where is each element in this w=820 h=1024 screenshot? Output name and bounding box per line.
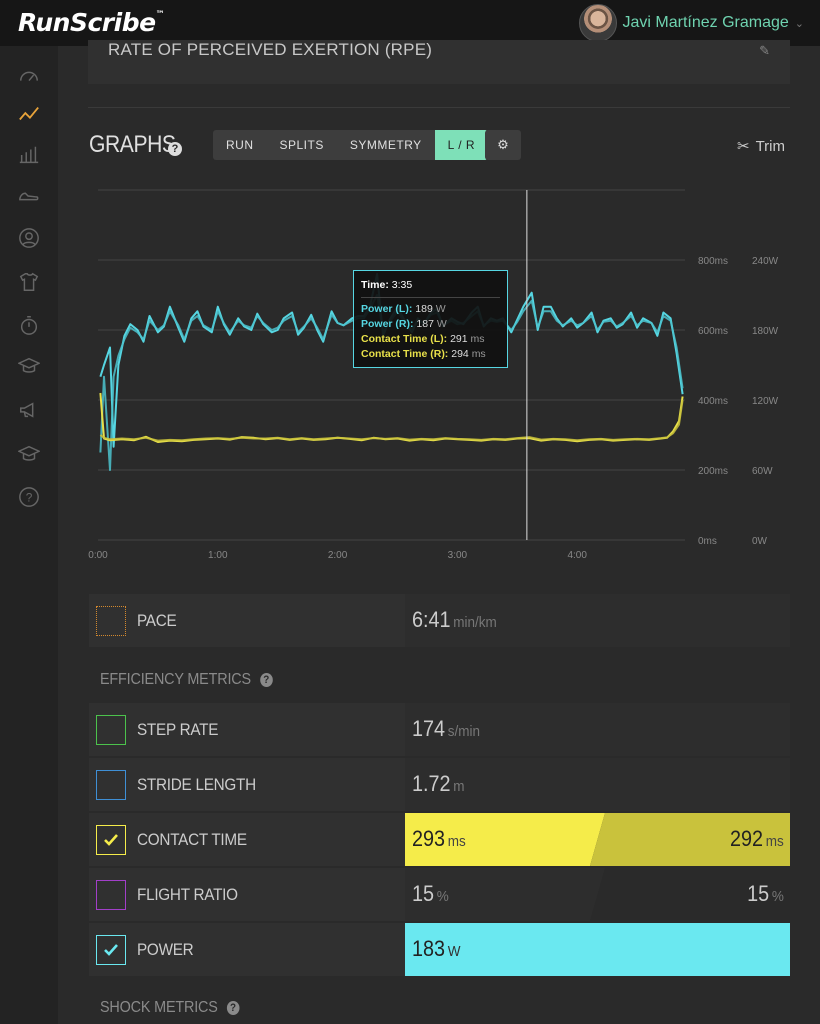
metric-row-flight-ratio[interactable]: FLIGHT RATIO 15% 15% <box>89 868 790 921</box>
x-tick-label: 0:00 <box>88 550 108 561</box>
power-checkbox[interactable] <box>96 935 126 965</box>
divider <box>88 107 790 108</box>
x-tick-label: 1:00 <box>208 550 228 561</box>
help-icon[interactable]: ? <box>226 1001 240 1015</box>
graph-tabs: RUN SPLITS SYMMETRY L / R <box>213 130 489 160</box>
contact-time-checkbox[interactable] <box>96 825 126 855</box>
rpe-label: RATE OF PERCEIVED EXERTION (RPE) <box>108 40 433 59</box>
metric-value-cell: 15% 15% <box>405 868 790 921</box>
graduation-cap-icon[interactable] <box>17 354 41 378</box>
y-right-tick-label: 120W <box>752 396 779 407</box>
metric-label: POWER <box>137 940 194 959</box>
metric-row-step-rate[interactable]: STEP RATE 174 s/min <box>89 703 790 756</box>
metric-label: PACE <box>137 611 177 630</box>
tooltip-row: Contact Time (L): 291 ms <box>361 333 485 345</box>
metric-row-pace[interactable]: PACE 6:41 min/km <box>89 594 790 647</box>
help-icon[interactable]: ? <box>259 673 273 687</box>
gear-icon: ⚙ <box>497 137 509 152</box>
lr-split-bar <box>590 868 790 921</box>
tab-left-right[interactable]: L / R <box>434 130 489 160</box>
metric-value-cell: 6:41 min/km <box>405 594 790 647</box>
metric-row-stride-length[interactable]: STRIDE LENGTH 1.72 m <box>89 758 790 811</box>
tooltip-row: Power (L): 189 W <box>361 303 446 315</box>
pencil-icon[interactable]: ✎ <box>759 43 770 58</box>
y-left-tick-label: 0ms <box>698 536 717 547</box>
metric-value-cell: 174 s/min <box>405 703 790 756</box>
y-left-tick-label: 200ms <box>698 466 728 477</box>
y-left-tick-label: 800ms <box>698 256 728 267</box>
tab-symmetry[interactable]: SYMMETRY <box>349 138 422 152</box>
metric-row-contact-time[interactable]: CONTACT TIME 293 ms 292 ms <box>89 813 790 866</box>
tooltip-time: Time: 3:35 <box>361 279 413 291</box>
rpe-row[interactable]: RATE OF PERCEIVED EXERTION (RPE) ✎ <box>88 40 790 84</box>
series-line-contact-time-r <box>99 399 684 442</box>
metric-value: 183 W <box>412 936 461 961</box>
svg-text:?: ? <box>26 491 33 505</box>
help-icon[interactable]: ? <box>168 142 182 156</box>
metric-value: 1.72 m <box>412 771 465 796</box>
check-icon <box>104 944 118 956</box>
y-left-tick-label: 400ms <box>698 396 728 407</box>
sidebar: ? <box>0 46 58 1024</box>
help-circle-icon[interactable]: ? <box>17 485 41 509</box>
avatar[interactable] <box>578 4 617 42</box>
activity-line-icon[interactable] <box>17 102 41 126</box>
check-icon <box>104 834 118 846</box>
stride-length-checkbox[interactable] <box>96 770 126 800</box>
metric-row-power[interactable]: POWER 183 W <box>89 923 790 976</box>
tooltip-row: Contact Time (R): 294 ms <box>361 348 486 360</box>
graduation-cap-icon-2[interactable] <box>17 442 41 466</box>
shock-section-title: SHOCK METRICS? <box>100 999 240 1017</box>
metric-value-cell: 1.72 m <box>405 758 790 811</box>
shirt-icon[interactable] <box>17 270 41 294</box>
graph-settings-button[interactable]: ⚙ <box>485 130 521 160</box>
tooltip-row: Power (R): 187 W <box>361 318 447 330</box>
megaphone-icon[interactable] <box>17 398 41 422</box>
trim-label: Trim <box>755 137 786 155</box>
y-left-tick-label: 600ms <box>698 326 728 337</box>
lr-split-bar <box>405 813 790 866</box>
profile-icon[interactable] <box>17 226 41 250</box>
lr-chart[interactable]: 0ms 200ms 400ms 600ms 800ms 0W 60W 120W 180W 240W… <box>0 170 820 570</box>
metric-label: FLIGHT RATIO <box>137 885 238 904</box>
metric-value-cell: 183 W <box>405 923 790 976</box>
app-logo[interactable]: RunScribe™ <box>18 8 165 37</box>
user-menu[interactable]: Javi Martínez Gramage ⌄ <box>578 4 804 42</box>
y-right-tick-label: 0W <box>752 536 768 547</box>
top-bar: RunScribe™ Javi Martínez Gramage ⌄ <box>0 0 820 46</box>
gauge-icon[interactable] <box>17 64 41 88</box>
metric-value-cell: 293 ms 292 ms <box>405 813 790 866</box>
stopwatch-icon[interactable] <box>17 313 41 337</box>
tab-run[interactable]: RUN <box>226 138 254 152</box>
scissors-icon: ✂ <box>737 138 750 155</box>
bar-chart-icon[interactable] <box>17 143 41 167</box>
x-tick-label: 2:00 <box>328 550 348 561</box>
chevron-down-icon[interactable]: ⌄ <box>794 17 804 30</box>
trim-button[interactable]: ✂ Trim <box>737 137 786 156</box>
x-tick-label: 4:00 <box>567 550 587 561</box>
metric-value: 6:41 min/km <box>412 607 497 632</box>
y-right-tick-label: 60W <box>752 466 773 477</box>
metric-value-right: 292 ms <box>730 826 784 851</box>
metric-label: STEP RATE <box>137 720 219 739</box>
shoe-icon[interactable] <box>17 184 41 208</box>
tab-splits[interactable]: SPLITS <box>279 138 324 152</box>
graphs-title: GRAPHS <box>89 131 176 158</box>
user-name[interactable]: Javi Martínez Gramage <box>622 14 789 31</box>
metric-label: STRIDE LENGTH <box>137 775 256 794</box>
metric-label: CONTACT TIME <box>137 830 247 849</box>
x-tick-label: 3:00 <box>448 550 468 561</box>
pace-checkbox[interactable] <box>96 606 126 636</box>
metric-value: 174 s/min <box>412 716 481 741</box>
metric-value-left: 293 ms <box>412 826 466 851</box>
flight-ratio-checkbox[interactable] <box>96 880 126 910</box>
y-right-tick-label: 240W <box>752 256 779 267</box>
step-rate-checkbox[interactable] <box>96 715 126 745</box>
y-right-tick-label: 180W <box>752 326 779 337</box>
metric-value-right: 15% <box>747 881 784 906</box>
efficiency-section-title: EFFICIENCY METRICS? <box>100 671 273 689</box>
metric-value-left: 15% <box>412 881 449 906</box>
chart-tooltip: Time: 3:35 Power (L): 189 W Power (R): 1… <box>353 270 508 368</box>
